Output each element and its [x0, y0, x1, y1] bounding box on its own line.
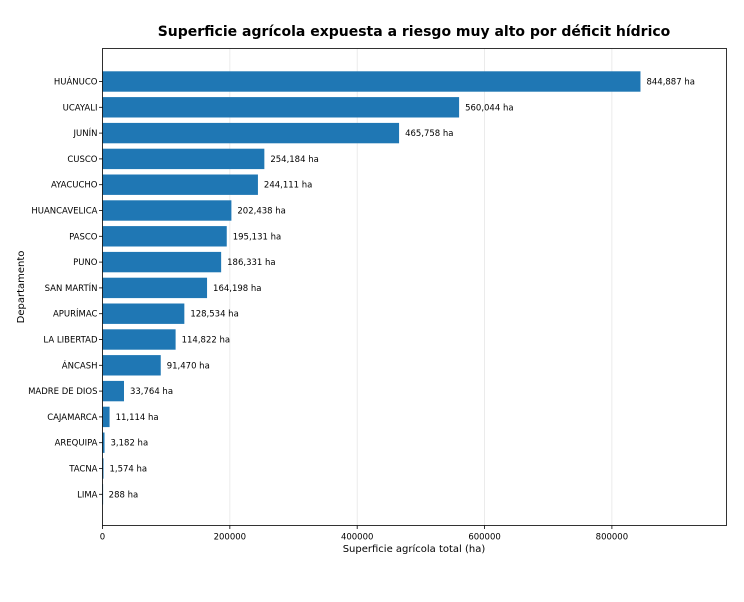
y-tick-label: MADRE DE DIOS [28, 387, 97, 397]
y-tick-label: LIMA [77, 490, 98, 500]
y-tick-label: PUNO [73, 258, 98, 268]
x-axis-ticks: 0 200000 400000 600000 800000 [100, 525, 628, 543]
data-label: 195,131 ha [233, 232, 281, 242]
chart-title: Superficie agrícola expuesta a riesgo mu… [158, 24, 671, 40]
y-tick-label: AREQUIPA [55, 439, 98, 449]
y-tick-label: UCAYALI [63, 103, 98, 113]
y-tick-label: SAN MARTÍN [45, 282, 98, 294]
bar [102, 251, 222, 273]
x-tick-label: 200000 [214, 533, 246, 543]
y-tick-label: LA LIBERTAD [43, 336, 98, 346]
data-label: 560,044 ha [465, 103, 513, 113]
data-label: 3,182 ha [111, 439, 149, 449]
bar [102, 277, 208, 299]
y-tick-label: HUANCAVELICA [31, 207, 97, 217]
data-label: 254,184 ha [270, 155, 318, 165]
bar [102, 355, 161, 376]
bar [102, 174, 258, 195]
y-tick-label: APURÍMAC [53, 308, 98, 320]
plot-frame [102, 48, 727, 526]
data-label: 114,822 ha [182, 336, 230, 346]
x-tick-label: 600000 [468, 533, 500, 543]
bars [102, 71, 641, 505]
bar [102, 148, 265, 170]
data-label: 33,764 ha [130, 387, 173, 397]
data-label: 186,331 ha [227, 258, 275, 268]
bar [102, 458, 104, 479]
y-axis-ticks: HUÁNUCO UCAYALI JUNÍN CUSCO AYACUCHO HUANCAVE… [28, 76, 103, 500]
y-tick-label: CAJAMARCA [47, 413, 97, 423]
data-label: 202,438 ha [237, 207, 285, 217]
bar [102, 97, 460, 118]
x-axis-label: Superficie agrícola total (ha) [343, 543, 486, 555]
y-tick-label: HUÁNUCO [54, 76, 98, 88]
data-label: 11,114 ha [116, 413, 159, 423]
x-tick-label: 400000 [341, 533, 373, 543]
bar [102, 406, 110, 428]
bar [102, 226, 227, 247]
y-tick-label: AYACUCHO [51, 181, 98, 191]
x-tick-label: 800000 [596, 533, 628, 543]
data-label: 128,534 ha [190, 310, 238, 320]
data-labels: 844,887 ha 560,044 ha 465,758 ha 254,184 ha… [109, 78, 695, 501]
y-tick-label: TACNA [68, 465, 97, 475]
bar [102, 122, 400, 144]
bar [102, 303, 185, 324]
y-tick-label: ÁNCASH [62, 359, 98, 371]
y-tick-label: CUSCO [67, 155, 97, 165]
data-label: 465,758 ha [405, 129, 453, 139]
y-tick-label: PASCO [69, 232, 98, 242]
data-label: 244,111 ha [264, 181, 312, 191]
data-label: 844,887 ha [646, 78, 694, 88]
bar [102, 200, 232, 221]
y-axis-label: Departamento [16, 251, 27, 324]
data-label: 288 ha [109, 490, 139, 500]
bar [102, 329, 176, 350]
bar [102, 380, 124, 402]
data-label: 164,198 ha [213, 284, 261, 294]
bar [102, 71, 641, 92]
x-tick-label: 0 [100, 533, 105, 543]
bar [102, 432, 105, 453]
data-label: 91,470 ha [167, 361, 210, 371]
y-tick-label: JUNÍN [73, 127, 98, 139]
data-label: 1,574 ha [110, 465, 148, 475]
